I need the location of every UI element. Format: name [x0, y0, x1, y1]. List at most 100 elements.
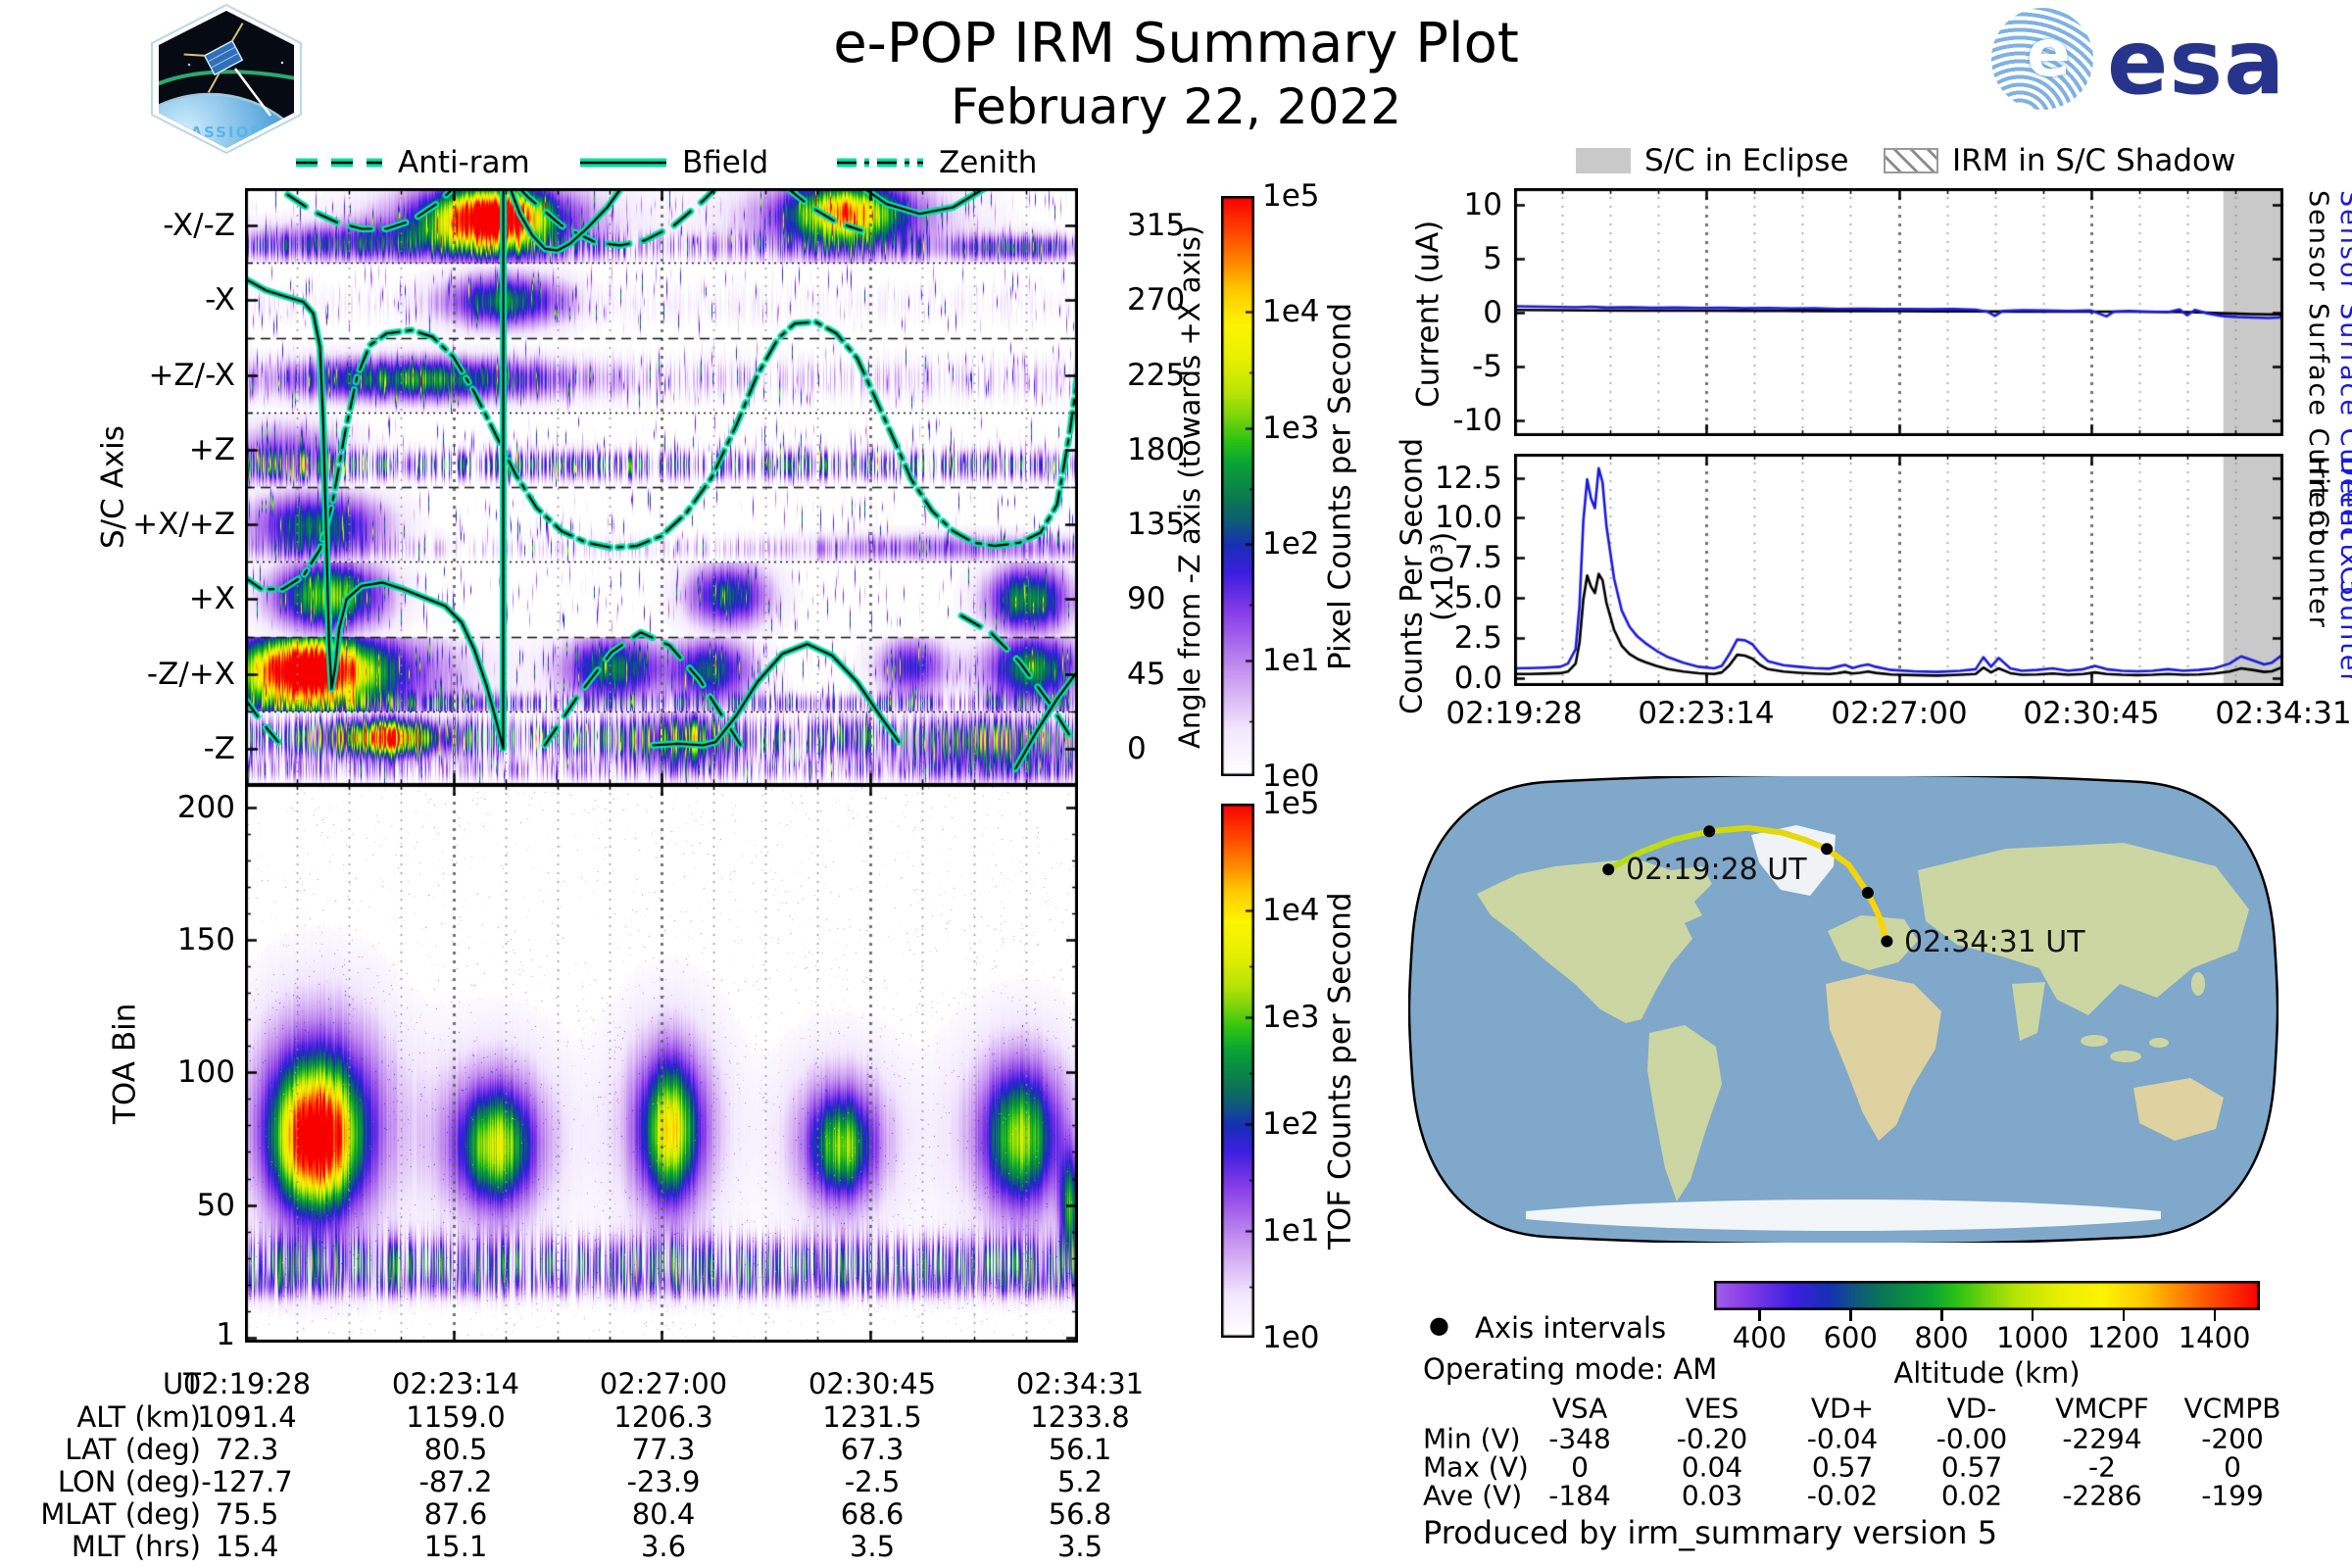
sc-axis-spectrogram — [245, 188, 1078, 786]
sc-row-label: +Z/-X — [148, 357, 235, 393]
voltage-cell: 0.03 — [1681, 1479, 1743, 1512]
toa-tick: 200 — [176, 790, 235, 826]
axis-interval-dots — [1602, 825, 1893, 948]
voltage-cell: -348 — [1548, 1422, 1611, 1455]
ephemeris-cell: 5.2 — [1056, 1465, 1103, 1498]
ephemeris-cell: 56.1 — [1048, 1433, 1112, 1466]
altitude-tick-mark — [2122, 1310, 2126, 1321]
track-start-label: 02:19:28 UT — [1626, 853, 1807, 887]
altitude-tick: 1400 — [2178, 1321, 2251, 1354]
altitude-tick: 1200 — [2086, 1321, 2160, 1354]
ephemeris-row-label: LAT (deg) — [65, 1433, 201, 1466]
toa-tick: 50 — [196, 1187, 235, 1223]
voltage-cell: 0.57 — [1940, 1450, 2003, 1484]
legend-bfield-label: Bfield — [682, 145, 769, 180]
voltage-cell: -199 — [2201, 1479, 2264, 1512]
current-right-label-black: Sensor Surface Current — [2303, 190, 2333, 541]
voltage-cell: -200 — [2201, 1422, 2264, 1455]
angle-tick: 45 — [1127, 656, 1166, 692]
ephemeris-cell: 02:19:28 — [182, 1367, 312, 1400]
voltage-cell: 0.57 — [1811, 1450, 1874, 1484]
angle-tick: 225 — [1127, 357, 1186, 393]
voltage-cell: 0 — [1571, 1450, 1589, 1484]
ephemeris-row-label: ALT (km) — [76, 1400, 201, 1434]
legend-eclipse: S/C in Eclipse — [1576, 143, 1849, 178]
voltage-row-label: Min (V) — [1423, 1422, 1521, 1455]
angle-tick: 180 — [1127, 431, 1186, 467]
counts-ytick: 5.0 — [1453, 580, 1502, 616]
bfield-line-sample-icon — [580, 158, 666, 168]
ephemeris-row-label: MLT (hrs) — [71, 1530, 201, 1563]
sc-row-label: -Z/+X — [146, 656, 235, 692]
tof-counts-colorbar — [1221, 804, 1254, 1338]
counts-right-label-black: Hit Counter — [2303, 456, 2333, 629]
voltage-col-header: VD- — [1946, 1392, 1997, 1425]
current-ytick: 5 — [1483, 240, 1502, 276]
current-ytick: -10 — [1452, 402, 1502, 438]
colorbar-tick: 1e5 — [1262, 178, 1320, 214]
ephemeris-row-label: LON (deg) — [57, 1465, 201, 1498]
axis-intervals-bullet-icon: ● — [1429, 1311, 1449, 1339]
colorbar-tick: 1e3 — [1262, 1000, 1320, 1035]
pixel-counts-colorbar — [1221, 196, 1254, 776]
toa-tick: 150 — [176, 922, 235, 958]
colorbar-tick: 1e0 — [1262, 759, 1320, 794]
ephemeris-cell: -127.7 — [201, 1465, 293, 1498]
counts-ytick: 10.0 — [1434, 500, 1502, 536]
colorbar-tick: 1e0 — [1262, 1320, 1320, 1355]
antarctica — [1526, 1200, 2161, 1231]
australia — [2133, 1078, 2224, 1141]
voltage-cell: -0.20 — [1676, 1422, 1748, 1455]
ephemeris-cell: 80.5 — [423, 1433, 488, 1466]
current-ytick: -5 — [1472, 348, 1502, 384]
axis-intervals-label: Axis intervals — [1475, 1311, 1667, 1345]
ephemeris-cell: 1206.3 — [613, 1400, 713, 1434]
north-america — [1477, 858, 1712, 1023]
voltage-col-header: VSA — [1551, 1392, 1608, 1425]
esa-globe-icon: e — [1991, 8, 2093, 110]
sc-row-label: +X — [188, 581, 235, 617]
ephemeris-row-label: UT — [163, 1367, 201, 1400]
altitude-tick: 400 — [1732, 1321, 1788, 1354]
voltage-cell: 0.04 — [1681, 1450, 1743, 1484]
time-tick: 02:27:00 — [1831, 696, 1968, 731]
altitude-tick: 1000 — [1996, 1321, 2069, 1354]
time-tick: 02:30:45 — [2023, 696, 2160, 731]
colorbar-tick: 1e4 — [1262, 294, 1320, 330]
sc-row-label: -X — [205, 282, 235, 318]
ephemeris-cell: 80.4 — [631, 1497, 696, 1531]
counts-plot — [1514, 454, 2283, 686]
legend-antiram-label: Anti-ram — [398, 145, 530, 180]
ephemeris-cell: -2.5 — [844, 1465, 901, 1498]
voltage-cell: -2 — [2088, 1450, 2116, 1484]
voltage-cell: -0.00 — [1936, 1422, 2008, 1455]
legend-zenith: Zenith — [835, 145, 1037, 180]
ephemeris-row-label: MLAT (deg) — [40, 1497, 201, 1531]
altitude-tick: 800 — [1914, 1321, 1969, 1354]
voltage-row-label: Max (V) — [1423, 1450, 1529, 1484]
voltage-col-header: VD+ — [1810, 1392, 1875, 1425]
world-map: 02:19:28 UT 02:34:31 UT — [1407, 773, 2279, 1246]
axis-interval-dot — [1703, 825, 1716, 838]
ephemeris-cell: 02:23:14 — [391, 1367, 520, 1400]
ephemeris-cell: 56.8 — [1048, 1497, 1112, 1531]
toa-tick: 100 — [176, 1054, 235, 1091]
ephemeris-cell: 87.6 — [423, 1497, 488, 1531]
counts-right-label-blue: Detect Counter — [2334, 456, 2352, 686]
sc-row-label: -Z — [203, 730, 235, 766]
altitude-colorbar — [1714, 1281, 2260, 1310]
sc-row-label: +Z — [188, 431, 235, 467]
angle-tick: 315 — [1127, 208, 1186, 244]
page-title: e-POP IRM Summary Plot — [833, 12, 1519, 75]
operating-mode: Operating mode: AM — [1423, 1352, 1718, 1386]
voltage-cell: -0.04 — [1806, 1422, 1879, 1455]
voltage-cell: -184 — [1548, 1479, 1611, 1512]
track-end-label: 02:34:31 UT — [1904, 925, 2085, 959]
voltage-cell: 0 — [2224, 1450, 2241, 1484]
ephemeris-cell: 3.5 — [849, 1530, 896, 1563]
time-tick: 02:34:31 — [2215, 696, 2352, 731]
counts-ytick: 12.5 — [1434, 460, 1502, 496]
sc-row-label: +X/+Z — [132, 507, 235, 543]
ephemeris-cell: 15.4 — [215, 1530, 279, 1563]
